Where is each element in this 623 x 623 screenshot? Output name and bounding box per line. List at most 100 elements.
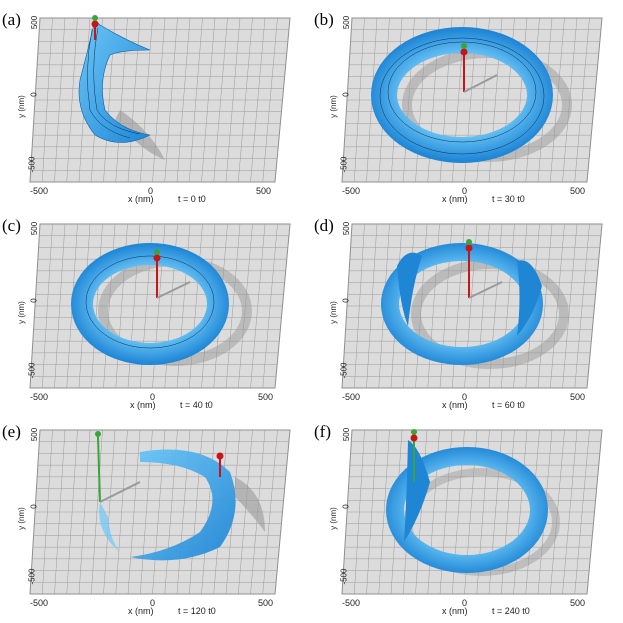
panel-e: (e) -500 0 500 500 0 -500 y (nm) x (nm) … [0,422,300,622]
contour-line [93,27,141,135]
pin-red-head [216,452,224,460]
wave-surface [130,449,236,561]
panel-b: (b) -500 0 500 500 0 -500 y (nm) x (nm) … [312,10,612,210]
contour-line [387,41,537,143]
panel-label: (c) [2,216,21,235]
wave-surface [386,447,548,573]
x-tick: 0 [462,598,468,608]
panel-a: (a) -500 0 500 500 0 -500 y (nm) x (nm) … [0,10,300,210]
panel-a-plot [29,15,291,183]
x-axis-label: x (nm) [130,400,156,410]
y-tick: 0 [341,504,351,509]
x-tick: -500 [342,598,361,608]
x-tick: -500 [30,186,49,196]
time-label: t = 120 t0 [178,606,216,616]
y-axis-label: y (nm) [328,95,338,118]
y-tick: 500 [342,427,352,442]
y-tick: 500 [342,221,352,236]
x-axis-label: x (nm) [442,194,468,204]
y-axis-label: y (nm) [16,95,26,118]
pin-shadow [99,481,141,503]
y-tick: 500 [30,221,40,236]
x-axis-label: x (nm) [442,606,468,616]
y-tick: -500 [339,568,349,585]
pin-shadow [468,281,503,299]
pin-green-head [411,429,417,435]
x-tick: 500 [570,392,586,402]
y-tick: -500 [27,156,37,173]
pin-green-head [461,43,467,49]
x-tick: 500 [570,186,586,196]
x-tick: 500 [258,598,274,608]
y-tick: -500 [27,362,37,379]
y-tick: 0 [29,92,39,97]
wave-peak [404,440,430,542]
panel-label: (a) [2,10,21,29]
panel-label: (d) [314,216,334,235]
x-tick: 0 [150,392,156,402]
panel-d-plot [341,223,603,389]
shadow [235,477,265,532]
x-tick: -500 [342,186,361,196]
pin-green-head [154,249,160,255]
pin-green-head [95,431,101,437]
x-tick: 0 [148,186,154,196]
pin-red-head [465,244,473,252]
wave-surface [78,19,151,143]
time-label: t = 60 t0 [492,400,525,410]
y-tick: 0 [29,298,39,303]
panel-label: (b) [314,10,334,29]
panel-e-plot [29,429,291,595]
y-tick: 500 [30,427,40,442]
wave-surface [71,243,229,365]
time-label: t = 40 t0 [180,400,213,410]
panel-f: (f) -500 0 500 500 0 -500 y (nm) x (nm) … [312,422,612,622]
y-axis-label: y (nm) [16,507,26,530]
time-label: t = 0 t0 [178,194,206,204]
panel-b-plot [341,17,603,183]
wave-peak [517,260,542,336]
x-tick: 500 [256,186,272,196]
x-tick: -500 [30,598,49,608]
y-tick: 500 [342,15,352,30]
x-tick: 0 [462,392,468,402]
x-tick: 0 [150,598,156,608]
x-tick: 500 [258,392,274,402]
panel-label: (e) [2,422,21,441]
y-tick: -500 [339,362,349,379]
y-tick: 0 [341,92,351,97]
x-axis-label: x (nm) [442,400,468,410]
pin-shadow [156,281,191,299]
y-axis-label: y (nm) [328,507,338,530]
x-axis-label: x (nm) [128,606,154,616]
x-tick: -500 [342,392,361,402]
wave-surface [371,27,553,163]
pin-red-head [91,20,99,28]
panel-d: (d) -500 0 500 500 0 -500 y (nm) x (nm) … [312,216,612,416]
panel-f-plot [341,429,603,595]
y-axis-label: y (nm) [328,301,338,324]
x-tick: -500 [30,392,49,402]
pin-red-head [410,434,418,442]
y-tick: 0 [29,504,39,509]
pin-green-head [466,239,472,245]
panel-c: (c) -500 0 500 500 0 -500 y (nm) x (nm) … [0,216,300,416]
pin-shadow [463,74,498,93]
contour-line [87,29,131,139]
panel-label: (f) [314,422,331,441]
x-tick: 0 [462,186,468,196]
pin-red-head [153,254,161,262]
y-tick: 500 [30,15,40,30]
x-tick: 500 [570,598,586,608]
time-label: t = 30 t0 [492,194,525,204]
wave-peak [397,252,422,326]
x-axis-label: x (nm) [128,194,154,204]
contour-line [85,255,215,349]
y-axis-label: y (nm) [16,301,26,324]
y-tick: 0 [341,298,351,303]
contour-line [379,37,545,155]
panel-c-plot [29,223,291,389]
pin-green-head [92,15,98,21]
y-tick: -500 [27,568,37,585]
time-label: t = 240 t0 [492,606,530,616]
